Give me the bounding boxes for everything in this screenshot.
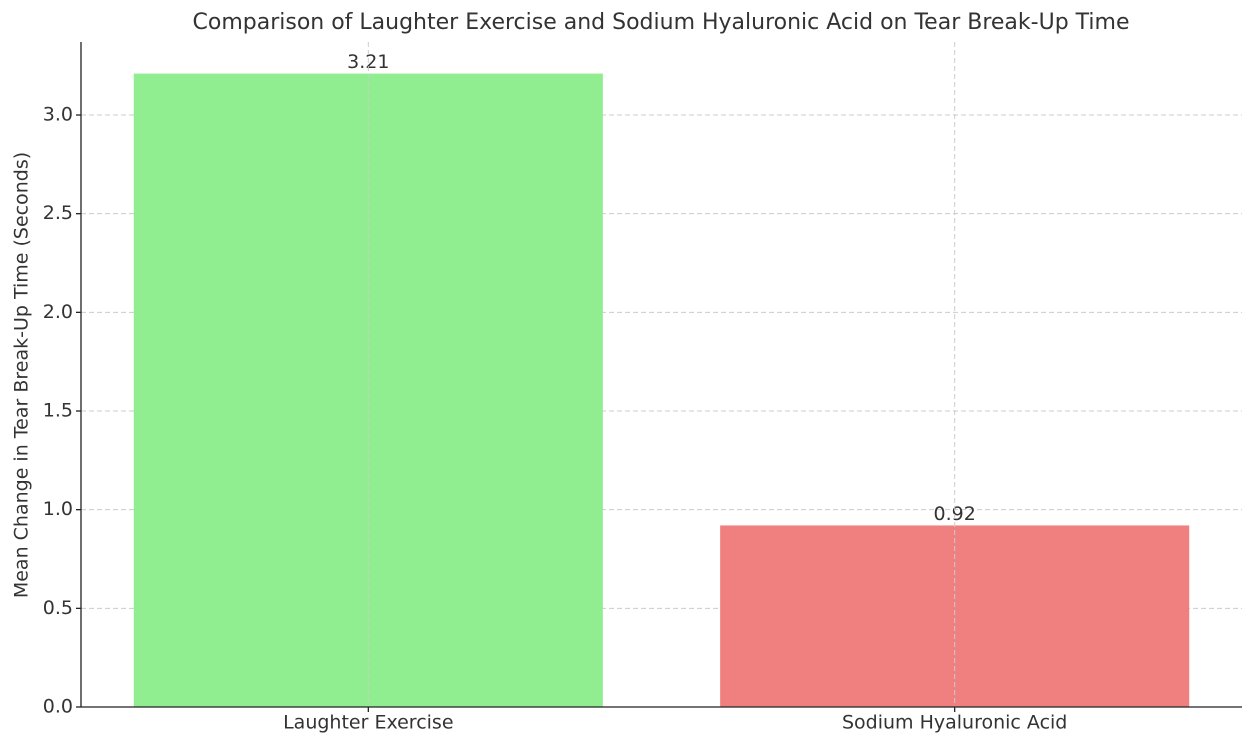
x-tick-label: Sodium Hyaluronic Acid	[842, 712, 1067, 734]
bar	[720, 525, 1190, 707]
x-tick-label: Laughter Exercise	[283, 712, 453, 734]
y-tick-label: 1.5	[43, 400, 73, 422]
y-tick-label: 3.0	[43, 104, 73, 126]
chart-title: Comparison of Laughter Exercise and Sodi…	[193, 10, 1130, 35]
y-axis-label: Mean Change in Tear Break-Up Time (Secon…	[11, 152, 33, 598]
value-label: 0.92	[934, 503, 976, 525]
y-tick-label: 2.5	[43, 202, 73, 224]
y-tick-label: 2.0	[43, 301, 73, 323]
y-tick-label: 0.5	[43, 597, 73, 619]
y-tick-label: 1.0	[43, 498, 73, 520]
y-tick-label: 0.0	[43, 696, 73, 718]
